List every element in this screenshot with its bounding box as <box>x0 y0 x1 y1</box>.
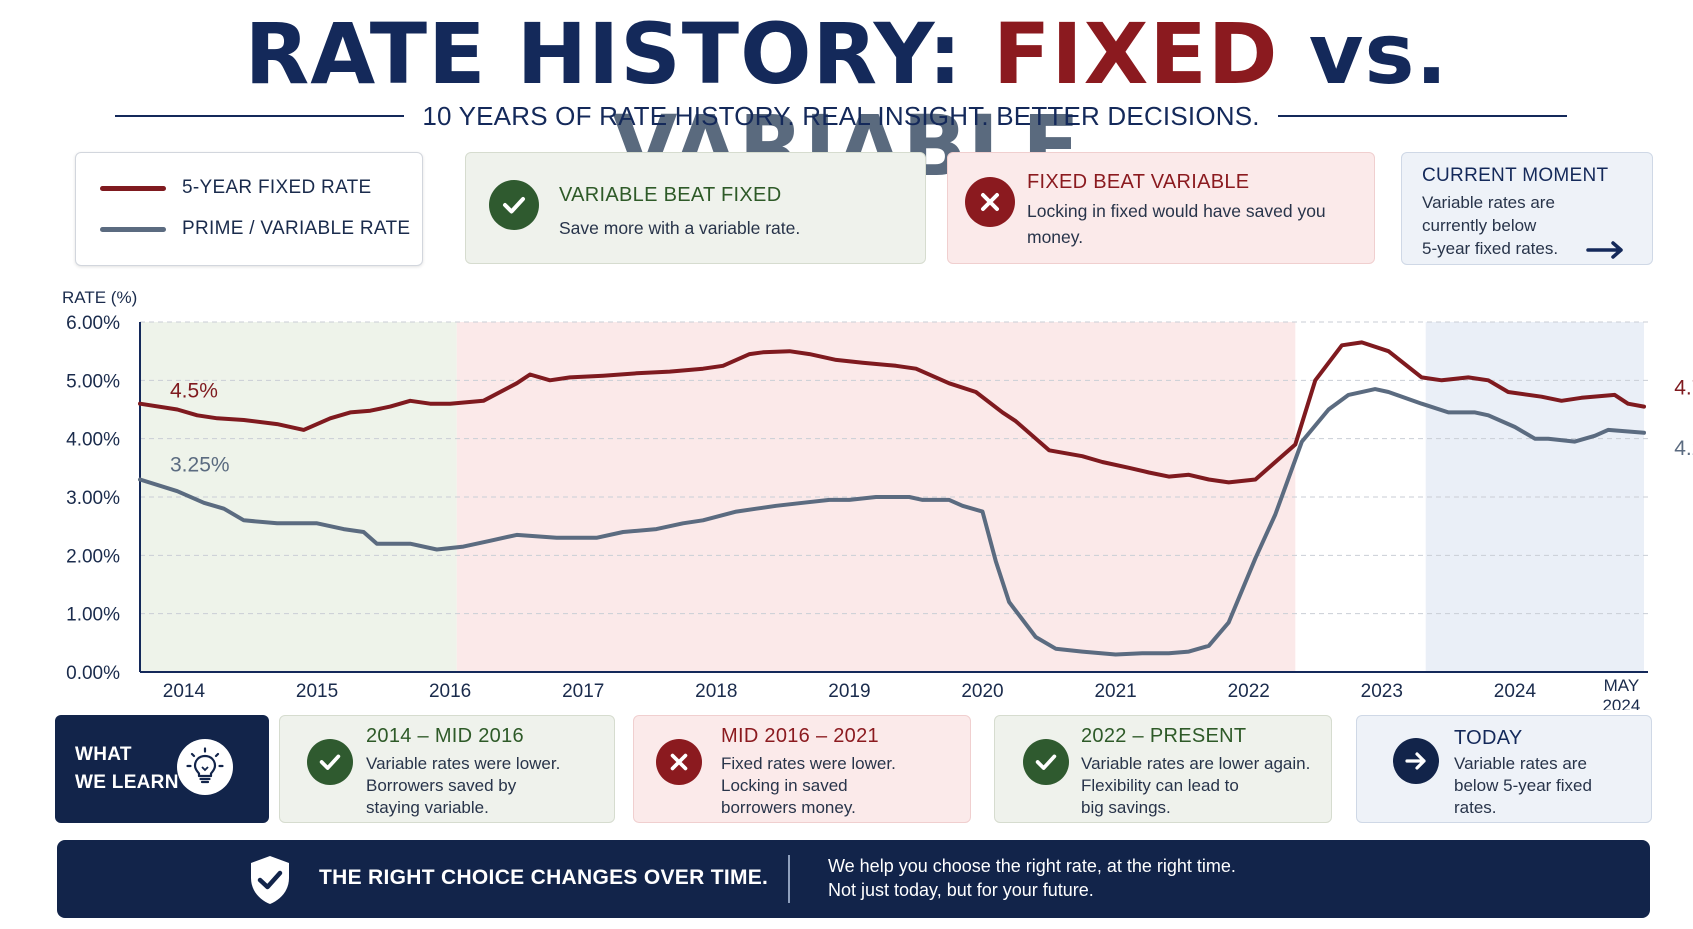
learn-card-line2: Borrowers saved by <box>366 776 517 795</box>
chart-legend: 5-YEAR FIXED RATE PRIME / VARIABLE RATE <box>75 152 423 266</box>
callout-text: Save more with a variable rate. <box>559 218 801 238</box>
x-tick-label: 2023 <box>1361 681 1403 702</box>
data-label: 4.5% <box>170 380 218 403</box>
callout-title: VARIABLE BEAT FIXED <box>559 184 782 206</box>
data-label: 3.25% <box>170 454 230 477</box>
legend-label-variable: PRIME / VARIABLE RATE <box>182 218 411 239</box>
x-tick-label: 2020 <box>961 681 1003 702</box>
learn-card-line1: Variable rates were lower. <box>366 754 561 773</box>
arrow-right-icon <box>1586 241 1623 259</box>
learn-card-line3: rates. <box>1454 798 1497 817</box>
callout-fixed-beat-variable: FIXED BEAT VARIABLE Locking in fixed wou… <box>947 152 1375 264</box>
y-tick-label: 3.00% <box>66 488 120 509</box>
subtitle-rule-left <box>115 115 405 117</box>
learn-card-line1: Variable rates are <box>1454 754 1587 773</box>
x-tick-label: 2021 <box>1094 681 1136 702</box>
x-tick-label: 2016 <box>429 681 471 702</box>
what-we-learn-label: WHAT WE LEARN <box>75 741 179 797</box>
callout-text-line1: Locking in fixed would have saved you <box>1027 201 1326 221</box>
arrow-right-circle-icon <box>1393 738 1439 784</box>
legend-label-fixed: 5-YEAR FIXED RATE <box>182 177 372 198</box>
y-tick-label: 5.00% <box>66 371 120 392</box>
x-tick-label-line1: MAY <box>1604 676 1640 695</box>
check-icon <box>307 739 353 785</box>
learn-card-2014-2016: 2014 – MID 2016 Variable rates were lowe… <box>279 715 615 823</box>
cross-icon <box>656 739 702 785</box>
subtitle-rule-right <box>1277 115 1568 117</box>
learn-card-2022-present: 2022 – PRESENT Variable rates are lower … <box>994 715 1332 823</box>
legend-item-fixed: 5-YEAR FIXED RATE <box>100 177 372 199</box>
learn-card-title: MID 2016 – 2021 <box>721 725 879 747</box>
subtitle: 10 YEARS OF RATE HISTORY. REAL INSIGHT. … <box>422 100 1260 131</box>
what-we-learn-line1: WHAT <box>75 744 132 765</box>
learn-card-line2: below 5-year fixed <box>1454 776 1592 795</box>
footer-message-line1: We help you choose the right rate, at th… <box>828 856 1236 876</box>
x-tick-label: 2024 <box>1494 681 1537 702</box>
learn-card-2016-2021: MID 2016 – 2021 Fixed rates were lower. … <box>633 715 971 823</box>
footer-headline: THE RIGHT CHOICE CHANGES OVER TIME. <box>319 866 769 889</box>
learn-card-line3: big savings. <box>1081 798 1171 817</box>
y-tick-label: 1.00% <box>66 605 120 626</box>
callout-text-line3: 5-year fixed rates. <box>1422 239 1559 258</box>
footer-message-line2: Not just today, but for your future. <box>828 880 1094 900</box>
shield-check-icon <box>251 856 289 904</box>
learn-card-line1: Fixed rates were lower. <box>721 754 896 773</box>
footer-message: We help you choose the right rate, at th… <box>828 854 1236 902</box>
what-we-learn-panel: WHAT WE LEARN <box>55 715 269 823</box>
learn-card-line1: Variable rates are lower again. <box>1081 754 1311 773</box>
lightbulb-icon <box>177 739 233 795</box>
legend-swatch-fixed <box>100 185 166 191</box>
title-part-vs: vs. <box>1308 5 1449 103</box>
legend-item-variable: PRIME / VARIABLE RATE <box>100 218 410 240</box>
title-part-rate-history: RATE HISTORY: <box>244 5 963 103</box>
footer-banner: THE RIGHT CHOICE CHANGES OVER TIME. We h… <box>57 840 1650 918</box>
callout-text-line2: currently below <box>1422 216 1537 235</box>
x-tick-label-line2: 2024 <box>1602 696 1640 710</box>
x-tick-label: 2015 <box>296 681 338 702</box>
learn-card-title: 2022 – PRESENT <box>1081 725 1247 747</box>
y-tick-label: 2.00% <box>66 546 120 567</box>
subtitle-row: 10 YEARS OF RATE HISTORY. REAL INSIGHT. … <box>115 96 1568 136</box>
learn-card-line3: borrowers money. <box>721 798 856 817</box>
footer-divider <box>788 855 790 903</box>
cross-icon <box>965 177 1015 227</box>
data-label: 4.20% <box>1674 437 1693 460</box>
series-line-fixed <box>138 340 1646 485</box>
learn-card-line2: Locking in saved <box>721 776 848 795</box>
legend-swatch-variable <box>100 226 166 232</box>
y-tick-label: 6.00% <box>66 313 120 334</box>
callout-text-line2: money. <box>1027 227 1084 247</box>
rate-history-chart: 0.00% 1.00% 2.00% 3.00% 4.00% 5.00% 6.00% RATE … <box>62 288 1693 710</box>
x-tick-label: 2018 <box>695 681 737 702</box>
check-icon <box>489 180 539 230</box>
callout-current-moment: CURRENT MOMENT Variable rates are curren… <box>1401 152 1653 265</box>
what-we-learn-line2: WE LEARN <box>75 772 179 793</box>
data-label: 4.79% <box>1674 377 1693 400</box>
learn-card-line2: Flexibility can lead to <box>1081 776 1239 795</box>
check-icon <box>1023 739 1069 785</box>
x-tick-label: 2014 <box>163 681 206 702</box>
series-line-variable <box>138 387 1646 657</box>
y-axis-label: RATE (%) <box>62 288 137 307</box>
learn-card-line3: staying variable. <box>366 798 489 817</box>
learn-card-title: TODAY <box>1454 727 1523 749</box>
y-tick-label: 4.00% <box>66 430 120 451</box>
x-tick-label: 2017 <box>562 681 604 702</box>
x-tick-label: 2019 <box>828 681 870 702</box>
callout-text-line1: Variable rates are <box>1422 193 1555 212</box>
x-tick-label: 2022 <box>1228 681 1270 702</box>
learn-card-today: TODAY Variable rates are below 5-year fi… <box>1356 715 1652 823</box>
callout-variable-beat-fixed: VARIABLE BEAT FIXED Save more with a var… <box>465 152 926 264</box>
title-part-fixed: FIXED <box>992 5 1279 103</box>
y-tick-label: 0.00% <box>66 663 120 684</box>
learn-card-title: 2014 – MID 2016 <box>366 725 524 747</box>
callout-title: CURRENT MOMENT <box>1422 165 1609 186</box>
callout-title: FIXED BEAT VARIABLE <box>1027 171 1250 193</box>
